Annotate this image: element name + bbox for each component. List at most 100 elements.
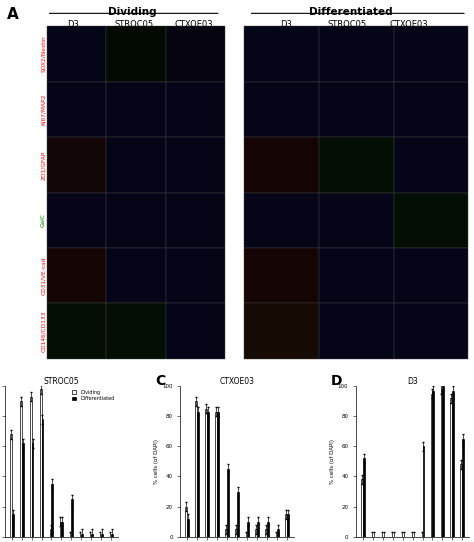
Bar	[166, 137, 226, 192]
Bar	[217, 412, 219, 537]
Bar	[106, 27, 166, 82]
Text: Differentiated: Differentiated	[309, 7, 392, 17]
Bar	[81, 533, 83, 537]
Bar	[46, 27, 106, 82]
Bar	[442, 386, 444, 537]
Bar	[452, 391, 454, 537]
Text: CD31/VE-cad: CD31/VE-cad	[41, 256, 46, 295]
Bar	[422, 447, 424, 537]
Bar	[22, 443, 24, 537]
Text: CTXOE03: CTXOE03	[390, 20, 428, 29]
Bar	[244, 192, 319, 248]
Bar	[46, 82, 106, 137]
Text: D3: D3	[68, 20, 80, 29]
Bar	[166, 27, 226, 82]
Bar	[187, 519, 189, 537]
Bar	[166, 304, 226, 359]
Bar	[185, 507, 187, 537]
Bar	[287, 514, 289, 537]
Bar	[393, 137, 468, 192]
Bar	[393, 82, 468, 137]
Bar	[393, 27, 468, 82]
Bar	[101, 533, 103, 537]
Bar	[244, 248, 319, 304]
Bar	[237, 492, 239, 537]
Title: D3: D3	[407, 377, 418, 385]
Bar	[235, 529, 237, 537]
Bar	[393, 304, 468, 359]
Bar	[244, 82, 319, 137]
Bar	[393, 192, 468, 248]
Bar	[215, 412, 217, 537]
Bar	[244, 27, 319, 82]
Bar	[40, 389, 42, 537]
Bar	[361, 480, 363, 537]
Bar	[462, 439, 464, 537]
Bar	[244, 304, 319, 359]
Title: STROC05: STROC05	[44, 377, 79, 385]
Bar	[62, 521, 63, 537]
Text: STROC05: STROC05	[328, 20, 367, 29]
Bar	[319, 192, 393, 248]
Bar	[52, 484, 54, 537]
Text: A: A	[7, 7, 19, 22]
Bar	[195, 402, 197, 537]
Bar	[12, 514, 14, 537]
Bar	[363, 459, 365, 537]
Text: D: D	[331, 375, 343, 389]
Bar	[255, 529, 257, 537]
Bar	[32, 443, 34, 537]
Bar	[319, 27, 393, 82]
Bar	[106, 192, 166, 248]
Text: GalC: GalC	[41, 213, 46, 227]
Text: D3: D3	[280, 20, 292, 29]
Bar	[91, 533, 93, 537]
Bar	[30, 397, 32, 537]
Bar	[111, 533, 113, 537]
Bar	[10, 435, 12, 537]
Bar	[46, 192, 106, 248]
Text: STROC05: STROC05	[114, 20, 154, 29]
Bar	[267, 521, 269, 537]
Bar	[319, 137, 393, 192]
Bar	[46, 137, 106, 192]
Text: C: C	[155, 375, 166, 389]
Bar	[42, 420, 44, 537]
Bar	[106, 248, 166, 304]
Bar	[319, 82, 393, 137]
Bar	[205, 409, 207, 537]
Y-axis label: % cells (of DAPI): % cells (of DAPI)	[155, 439, 159, 484]
Bar	[277, 529, 279, 537]
Y-axis label: % cells (of DAPI): % cells (of DAPI)	[330, 439, 335, 484]
Bar	[247, 521, 249, 537]
Bar	[319, 304, 393, 359]
Bar	[319, 248, 393, 304]
Bar	[227, 469, 229, 537]
Bar	[430, 394, 432, 537]
Bar	[197, 412, 199, 537]
Bar	[265, 529, 267, 537]
Bar	[460, 464, 462, 537]
Bar	[450, 398, 452, 537]
Bar	[207, 412, 209, 537]
Bar	[166, 192, 226, 248]
Text: Dividing: Dividing	[108, 7, 157, 17]
Bar	[440, 389, 442, 537]
Bar	[50, 529, 52, 537]
Text: CD146/CD133: CD146/CD133	[41, 311, 46, 352]
Text: ZO1/GFAP: ZO1/GFAP	[41, 150, 46, 179]
Bar	[257, 521, 259, 537]
Title: CTXOE03: CTXOE03	[219, 377, 255, 385]
Text: Ki67/MAP2: Ki67/MAP2	[41, 94, 46, 125]
Bar	[244, 137, 319, 192]
Bar	[393, 248, 468, 304]
Legend: Dividing, Differentiated: Dividing, Differentiated	[71, 389, 116, 402]
Bar	[432, 391, 434, 537]
Bar	[106, 304, 166, 359]
Bar	[166, 82, 226, 137]
Bar	[46, 304, 106, 359]
Bar	[46, 248, 106, 304]
Bar	[106, 137, 166, 192]
Text: CTXOE03: CTXOE03	[175, 20, 214, 29]
Bar	[225, 529, 227, 537]
